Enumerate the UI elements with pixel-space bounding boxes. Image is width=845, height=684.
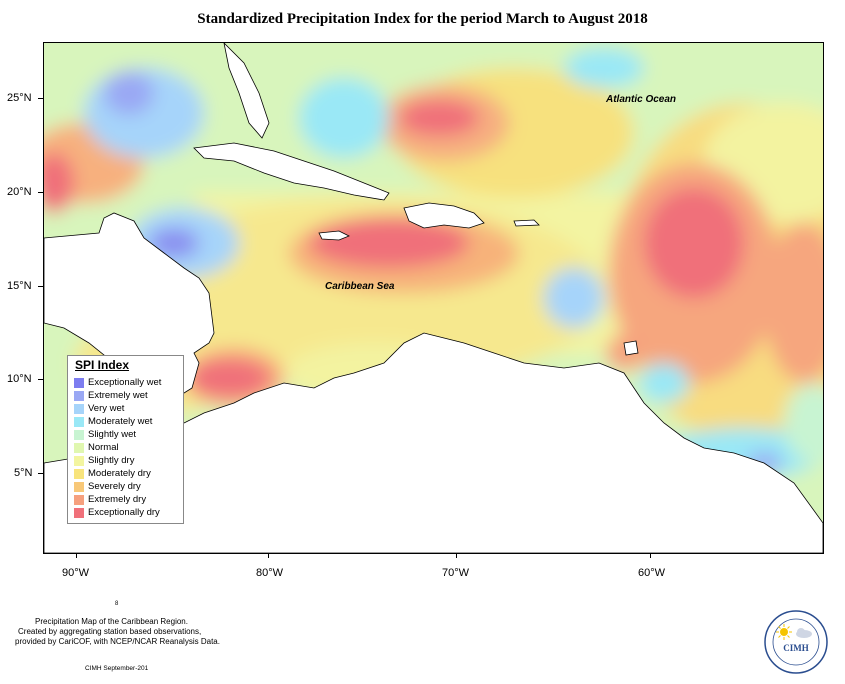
tick-60w — [650, 553, 651, 558]
legend-swatch — [74, 404, 84, 414]
legend-label: Extremely dry — [88, 494, 147, 505]
atlantic-ocean-label: Atlantic Ocean — [606, 94, 677, 105]
legend-label: Very wet — [88, 403, 125, 414]
footer-line-1: Precipitation Map of the Caribbean Regio… — [35, 617, 188, 626]
tick-5n — [38, 473, 43, 474]
tick-70w — [456, 553, 457, 558]
spi-legend: SPI Index Exceptionally wet Extremely wet… — [67, 355, 184, 524]
legend-swatch — [74, 469, 84, 479]
footer-credit: CIMH September-201 — [85, 665, 149, 672]
lon-label-90w: 90°W — [62, 567, 90, 579]
tick-90w — [76, 553, 77, 558]
legend-label: Moderately wet — [88, 416, 153, 427]
legend-label: Slightly wet — [88, 429, 137, 440]
legend-swatch — [74, 391, 84, 401]
lat-label-5n: 5°N — [14, 467, 33, 479]
footer-line-2: Created by aggregating station based obs… — [18, 627, 202, 636]
tick-25n — [38, 98, 43, 99]
lat-label-20n: 20°N — [7, 186, 32, 198]
lon-label-70w: 70°W — [442, 567, 470, 579]
legend-swatch — [74, 417, 84, 427]
logo-acronym: CIMH — [783, 643, 809, 653]
legend-label: Exceptionally wet — [88, 377, 162, 388]
map-title: Standardized Precipitation Index for the… — [197, 11, 648, 27]
legend-swatch — [74, 482, 84, 492]
legend-label: Normal — [88, 442, 119, 453]
legend-label: Severely dry — [88, 481, 141, 492]
legend-label: Exceptionally dry — [88, 507, 160, 518]
lon-label-60w: 60°W — [638, 567, 666, 579]
tick-20n — [38, 192, 43, 193]
lat-label-25n: 25°N — [7, 92, 32, 104]
caribbean-sea-label: Caribbean Sea — [325, 281, 395, 292]
legend-swatch — [74, 430, 84, 440]
tick-15n — [38, 286, 43, 287]
legend-swatch — [74, 456, 84, 466]
legend-label: Slightly dry — [88, 455, 135, 466]
lat-label-10n: 10°N — [7, 373, 32, 385]
page-mark: 8 — [115, 601, 119, 607]
legend-label: Extremely wet — [88, 390, 148, 401]
legend-title: SPI Index — [75, 358, 130, 372]
lon-label-80w: 80°W — [256, 567, 284, 579]
legend-swatch — [74, 443, 84, 453]
land-masses — [44, 43, 823, 553]
legend-label: Moderately dry — [88, 468, 151, 479]
legend-swatch — [74, 508, 84, 518]
lat-label-15n: 15°N — [7, 280, 32, 292]
tick-80w — [268, 553, 269, 558]
sun-icon — [776, 624, 792, 640]
legend-swatch — [74, 378, 84, 388]
cimh-logo: CIMH — [763, 609, 829, 675]
cloud-icon — [796, 628, 812, 638]
legend-swatch — [74, 495, 84, 505]
footer-line-3: provided by CariCOF, with NCEP/NCAR Rean… — [15, 637, 220, 646]
tick-10n — [38, 379, 43, 380]
